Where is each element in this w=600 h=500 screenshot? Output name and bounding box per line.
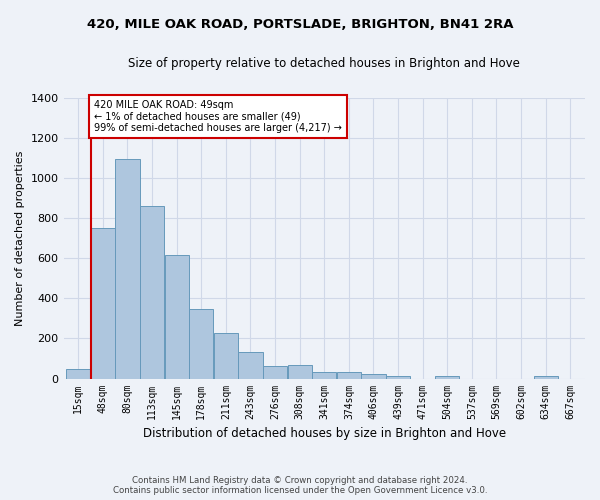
Bar	[189, 310, 214, 378]
Bar	[263, 366, 287, 378]
Bar	[361, 374, 386, 378]
Bar	[91, 228, 115, 378]
Bar	[140, 206, 164, 378]
Text: Contains HM Land Registry data © Crown copyright and database right 2024.
Contai: Contains HM Land Registry data © Crown c…	[113, 476, 487, 495]
Bar	[287, 364, 312, 378]
Bar	[214, 334, 238, 378]
Title: Size of property relative to detached houses in Brighton and Hove: Size of property relative to detached ho…	[128, 58, 520, 70]
X-axis label: Distribution of detached houses by size in Brighton and Hove: Distribution of detached houses by size …	[143, 427, 506, 440]
Bar	[337, 372, 361, 378]
Bar	[164, 255, 189, 378]
Bar	[238, 352, 263, 378]
Bar	[312, 372, 337, 378]
Bar	[435, 376, 460, 378]
Bar	[533, 376, 557, 378]
Y-axis label: Number of detached properties: Number of detached properties	[15, 150, 25, 326]
Bar	[66, 368, 91, 378]
Text: 420, MILE OAK ROAD, PORTSLADE, BRIGHTON, BN41 2RA: 420, MILE OAK ROAD, PORTSLADE, BRIGHTON,…	[87, 18, 513, 30]
Bar	[115, 159, 140, 378]
Text: 420 MILE OAK ROAD: 49sqm
← 1% of detached houses are smaller (49)
99% of semi-de: 420 MILE OAK ROAD: 49sqm ← 1% of detache…	[94, 100, 342, 134]
Bar	[386, 376, 410, 378]
